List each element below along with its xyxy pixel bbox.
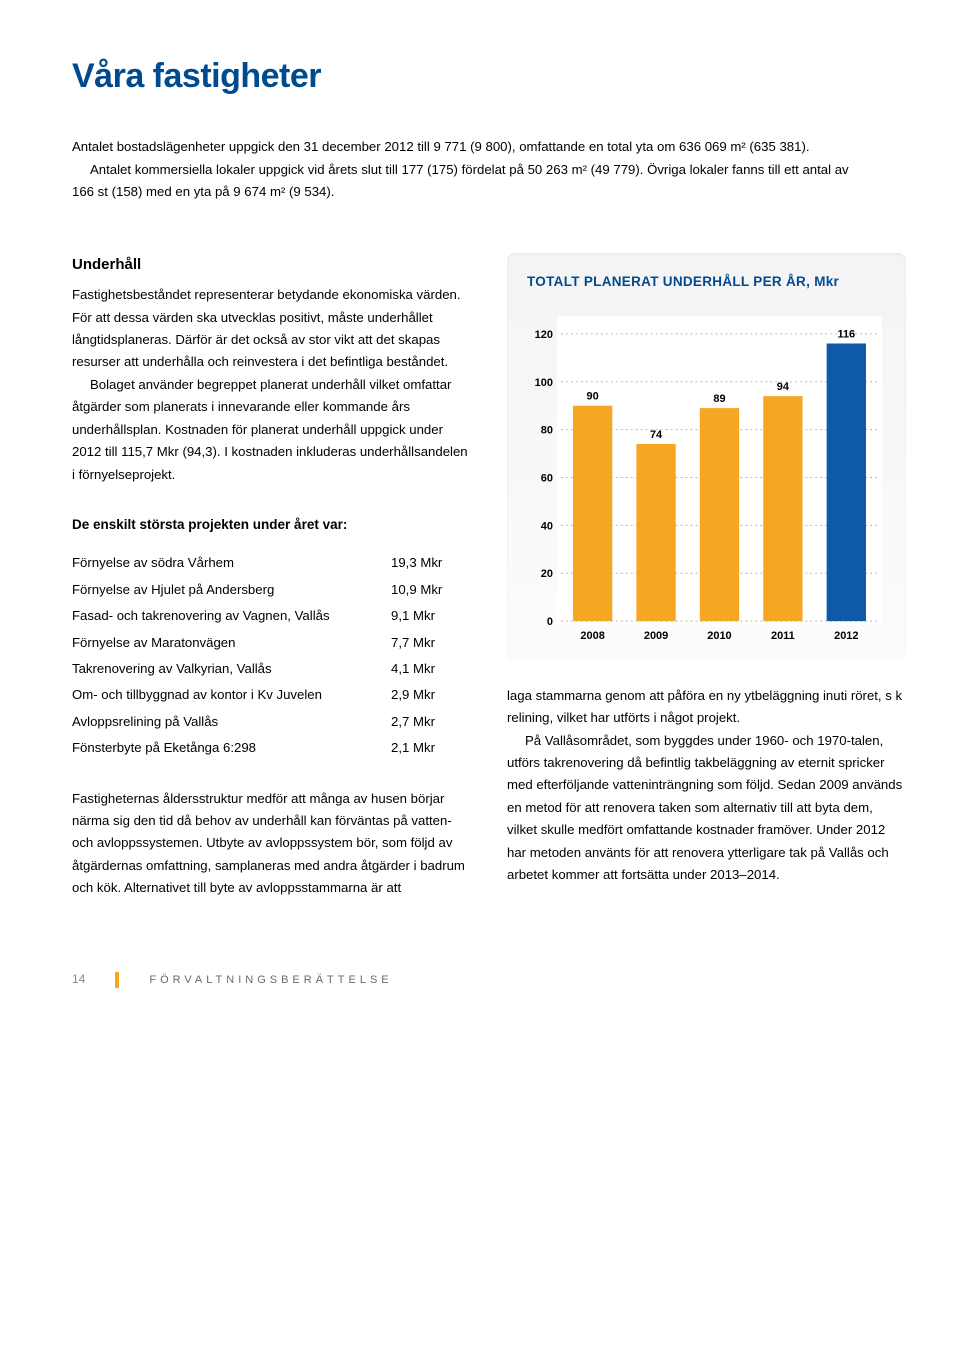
table-row: Avloppsrelining på Vallås 2,7 Mkr — [72, 709, 471, 735]
chart-title: TOTALT PLANERAT UNDERHÅLL PER ÅR, Mkr — [527, 271, 886, 293]
underhall-heading: Underhåll — [72, 253, 471, 278]
svg-text:2009: 2009 — [644, 630, 668, 642]
footer-section-label: FÖRVALTNINGSBERÄTTELSE — [149, 971, 392, 989]
left-tail-text: Fastigheternas åldersstruktur medför att… — [72, 788, 471, 900]
table-row: Fönsterbyte på Eketånga 6:298 2,1 Mkr — [72, 735, 471, 761]
svg-text:74: 74 — [650, 429, 663, 441]
project-value: 2,1 Mkr — [391, 735, 471, 761]
left-tail-p: Fastigheternas åldersstruktur medför att… — [72, 788, 471, 900]
svg-text:94: 94 — [777, 381, 790, 393]
project-label: Fasad- och takrenovering av Vagnen, Vall… — [72, 603, 391, 629]
footer-accent-bar — [115, 972, 119, 988]
table-row: Förnyelse av södra Vårhem 19,3 Mkr — [72, 550, 471, 576]
project-label: Takrenovering av Valkyrian, Vallås — [72, 656, 391, 682]
right-tail-p2: På Vallåsområdet, som byggdes under 1960… — [507, 730, 906, 887]
right-tail-p1: laga stammarna genom att påföra en ny yt… — [507, 685, 906, 730]
table-row: Takrenovering av Valkyrian, Vallås 4,1 M… — [72, 656, 471, 682]
intro-p1: Antalet bostadslägenheter uppgick den 31… — [72, 136, 852, 158]
svg-text:2011: 2011 — [771, 630, 795, 642]
project-value: 2,9 Mkr — [391, 682, 471, 708]
project-value: 9,1 Mkr — [391, 603, 471, 629]
table-row: Förnyelse av Hjulet på Andersberg 10,9 M… — [72, 577, 471, 603]
project-value: 7,7 Mkr — [391, 630, 471, 656]
project-label: Avloppsrelining på Vallås — [72, 709, 391, 735]
svg-text:120: 120 — [535, 329, 553, 341]
underhall-body: Fastighetsbeståndet representerar betyda… — [72, 284, 471, 486]
project-value: 19,3 Mkr — [391, 550, 471, 576]
svg-text:0: 0 — [547, 616, 553, 628]
project-label: Förnyelse av Maratonvägen — [72, 630, 391, 656]
table-row: Om- och tillbyggnad av kontor i Kv Juvel… — [72, 682, 471, 708]
svg-text:100: 100 — [535, 376, 553, 388]
page-number: 14 — [72, 970, 85, 990]
underhall-p2: Bolaget använder begreppet planerat unde… — [72, 374, 471, 486]
bar-chart: 0 20 40 60 80 100 120 90 2008 74 2009 89 2010 94 2011 1… — [527, 308, 886, 647]
chart-panel: TOTALT PLANERAT UNDERHÅLL PER ÅR, Mkr 0 2… — [507, 253, 906, 660]
underhall-p1: Fastighetsbeståndet representerar betyda… — [72, 284, 471, 374]
svg-text:90: 90 — [587, 390, 599, 402]
project-label: Fönsterbyte på Eketånga 6:298 — [72, 735, 391, 761]
svg-text:60: 60 — [541, 472, 553, 484]
svg-text:2008: 2008 — [580, 630, 604, 642]
svg-text:2010: 2010 — [707, 630, 731, 642]
projects-heading: De enskilt största projekten under året … — [72, 514, 471, 536]
project-label: Förnyelse av Hjulet på Andersberg — [72, 577, 391, 603]
page-title: Våra fastigheter — [72, 48, 906, 104]
table-row: Fasad- och takrenovering av Vagnen, Vall… — [72, 603, 471, 629]
right-tail-text: laga stammarna genom att påföra en ny yt… — [507, 685, 906, 887]
intro-p2: Antalet kommersiella lokaler uppgick vid… — [72, 159, 852, 204]
project-label: Förnyelse av södra Vårhem — [72, 550, 391, 576]
svg-text:20: 20 — [541, 568, 553, 580]
project-label: Om- och tillbyggnad av kontor i Kv Juvel… — [72, 682, 391, 708]
svg-text:89: 89 — [713, 393, 725, 405]
page-footer: 14 FÖRVALTNINGSBERÄTTELSE — [72, 970, 906, 990]
projects-table: Förnyelse av södra Vårhem 19,3 Mkr Förny… — [72, 550, 471, 761]
svg-text:2012: 2012 — [834, 630, 858, 642]
svg-text:116: 116 — [837, 328, 855, 340]
project-value: 2,7 Mkr — [391, 709, 471, 735]
svg-text:80: 80 — [541, 424, 553, 436]
project-value: 4,1 Mkr — [391, 656, 471, 682]
project-value: 10,9 Mkr — [391, 577, 471, 603]
intro-block: Antalet bostadslägenheter uppgick den 31… — [72, 136, 852, 203]
svg-text:40: 40 — [541, 520, 553, 532]
table-row: Förnyelse av Maratonvägen 7,7 Mkr — [72, 630, 471, 656]
